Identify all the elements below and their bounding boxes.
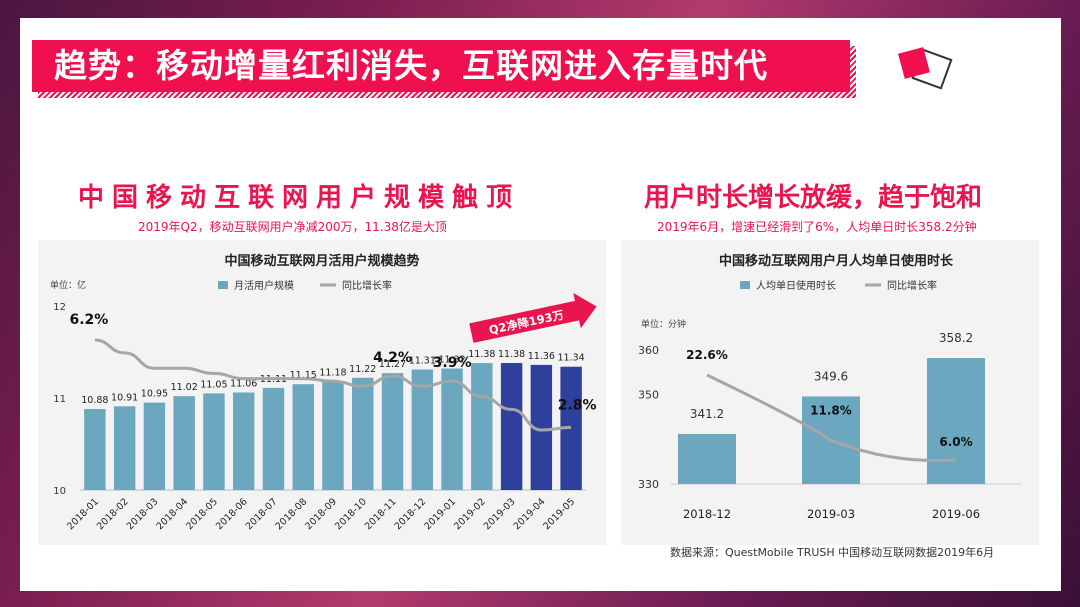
x-tick-label: 2019-01 [422,496,458,532]
bar-value-label: 11.32 [438,355,465,366]
bar-value-label: 11.05 [200,379,227,390]
bar [262,387,285,490]
bar-value-label: 10.91 [111,392,138,403]
growth-annotation: 2.8% [558,397,597,413]
x-tick-label: 2019-02 [452,496,488,532]
bar [232,392,255,490]
bar-value-label: 11.18 [319,367,346,378]
bar [530,364,553,490]
legend-label-bars: 人均单日使用时长 [756,279,836,292]
x-tick-label: 2018-08 [274,496,310,532]
legend-label-bars: 月活用户规模 [234,279,294,292]
right-chart-panel: 中国移动互联网用户月人均单日使用时长单位：分钟 人均单日使用时长 同比增长率 330 3… [621,240,1039,545]
bar [173,396,195,490]
bar-value-label: 341.2 [690,407,724,421]
bar-value-label: 11.15 [290,370,317,381]
x-tick-label: 2018-09 [303,496,339,532]
logo-icon [898,47,953,90]
growth-annotation: 11.8% [810,403,852,417]
growth-annotation: 3.9% [433,355,472,371]
title-bar: 趋势：移动增量红利消失，互联网进入存量时代 [32,40,850,92]
bar-value-label: 11.31 [409,355,436,366]
unit-label: 单位：分钟 [641,318,686,330]
growth-annotation: 22.6% [686,348,728,362]
x-tick-label: 2018-03 [125,496,161,532]
bar-value-label: 10.95 [141,389,168,400]
bar [292,384,314,490]
x-tick-label: 2019-03 [482,496,518,532]
y-tick-label: 360 [638,344,659,357]
x-tick-label: 2018-04 [154,496,190,532]
chart-title: 中国移动互联网用户月人均单日使用时长 [719,253,954,269]
x-tick-label: 2019-04 [512,496,548,532]
legend-label-line: 同比增长率 [887,279,937,292]
legend-label-line: 同比增长率 [342,279,392,292]
y-tick-label: 330 [638,478,659,491]
left-heading: 中国移动互联网用户规模触顶 [78,183,521,213]
unit-label: 单位：亿 [50,279,86,291]
x-tick-label: 2018-01 [65,496,101,532]
x-tick-label: 2018-06 [214,496,250,532]
bar [471,363,493,490]
y-tick-label: 12 [53,302,66,313]
bar-value-label: 349.6 [814,369,848,383]
x-tick-label: 2018-11 [363,496,399,532]
x-tick-label: 2019-05 [541,496,577,532]
bar [927,358,985,484]
bar [678,433,736,484]
y-tick-label: 11 [53,394,66,405]
growth-rate-line [706,373,957,463]
x-tick-label: 2018-12 [683,507,731,521]
legend-swatch-bars [740,281,750,289]
bar-value-label: 11.36 [528,351,555,362]
x-tick-label: 2018-10 [333,496,369,532]
growth-annotation: 6.2% [69,312,108,328]
callout-arrow-shape [469,293,597,343]
left-chart-panel: 中国移动互联网月活用户规模趋势单位：亿 月活用户规模 同比增长率 10 11 12 10.8… [38,240,606,545]
growth-rate-line [94,338,572,432]
bar [411,369,434,490]
legend-swatch-bars [218,281,228,289]
data-source: 数据来源：QuestMobile TRUSH 中国移动互联网数据2019年6月 [670,546,995,559]
bar-value-label: 11.27 [379,359,406,370]
bar [113,406,136,490]
x-tick-label: 2018-02 [95,496,131,532]
page-title: 趋势：移动增量红利消失，互联网进入存量时代 [54,46,768,85]
x-tick-label: 2018-12 [393,496,429,532]
right-subheading: 2019年6月，增速已经滑到了6%，人均单日时长358.2分钟 [657,220,977,234]
bar [322,381,344,490]
x-tick-label: 2018-05 [184,496,220,532]
bar [500,363,523,490]
bar [441,368,463,490]
right-heading: 用户时长增长放缓，趋于饱和 [644,183,983,213]
bar [84,409,106,490]
bar-value-label: 11.02 [171,382,198,393]
y-tick-label: 350 [638,389,659,402]
bar-value-label: 11.38 [498,349,525,360]
bar [143,402,166,490]
growth-annotation: 4.2% [373,350,412,366]
bar-value-label: 10.88 [81,395,108,406]
x-tick-label: 2018-07 [244,496,280,532]
bar-value-label: 11.06 [230,378,257,389]
bar-value-label: 11.38 [468,349,495,360]
bar-value-label: 11.34 [558,353,585,364]
y-tick-label: 10 [53,486,66,497]
bar-value-label: 11.22 [349,364,376,375]
bar-value-label: 358.2 [939,331,973,345]
bar [381,373,404,490]
left-subheading: 2019年Q2，移动互联网用户净减200万，11.38亿是大顶 [138,220,447,234]
bar [203,393,225,490]
callout-arrow: Q2净降193万 [469,293,597,343]
x-tick-label: 2019-03 [807,507,855,521]
growth-annotation: 6.0% [939,435,972,449]
bar [352,377,374,490]
x-tick-label: 2019-06 [932,507,980,521]
chart-title: 中国移动互联网月活用户规模趋势 [224,253,419,269]
